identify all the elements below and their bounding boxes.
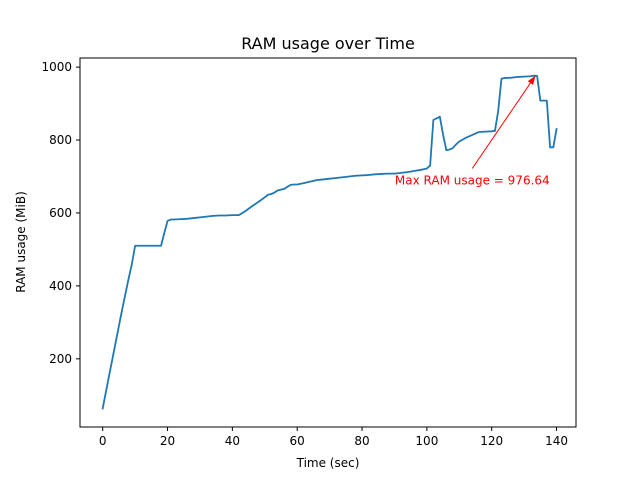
y-tick-label: 600 <box>49 206 72 220</box>
chart-title: RAM usage over Time <box>241 34 415 53</box>
y-axis-label: RAM usage (MiB) <box>14 191 28 293</box>
x-axis: 0 20 40 60 80 100 120 140 <box>99 427 568 448</box>
y-tick-label: 1000 <box>41 60 72 74</box>
y-tick-label: 800 <box>49 133 72 147</box>
x-tick-label: 20 <box>160 434 175 448</box>
x-tick-label: 140 <box>545 434 568 448</box>
y-tick-label: 200 <box>49 352 72 366</box>
annotation-layer: Max RAM usage = 976.64 <box>395 75 550 188</box>
x-tick-label: 80 <box>354 434 369 448</box>
x-tick-label: 100 <box>415 434 438 448</box>
x-tick-label: 0 <box>99 434 107 448</box>
annotation-arrow-line <box>471 75 536 169</box>
y-axis: 200 400 600 800 1000 <box>41 60 80 366</box>
x-tick-label: 60 <box>290 434 305 448</box>
x-tick-label: 120 <box>480 434 503 448</box>
x-axis-label: Time (sec) <box>296 456 360 470</box>
plot-area <box>79 57 577 428</box>
series-line-0 <box>101 74 558 410</box>
x-tick-label: 40 <box>225 434 240 448</box>
y-tick-label: 400 <box>49 279 72 293</box>
annotation-arrow-head <box>527 75 536 85</box>
data-layer <box>101 74 558 410</box>
max-ram-annotation-label: Max RAM usage = 976.64 <box>395 174 550 188</box>
axes-frame <box>79 57 577 428</box>
